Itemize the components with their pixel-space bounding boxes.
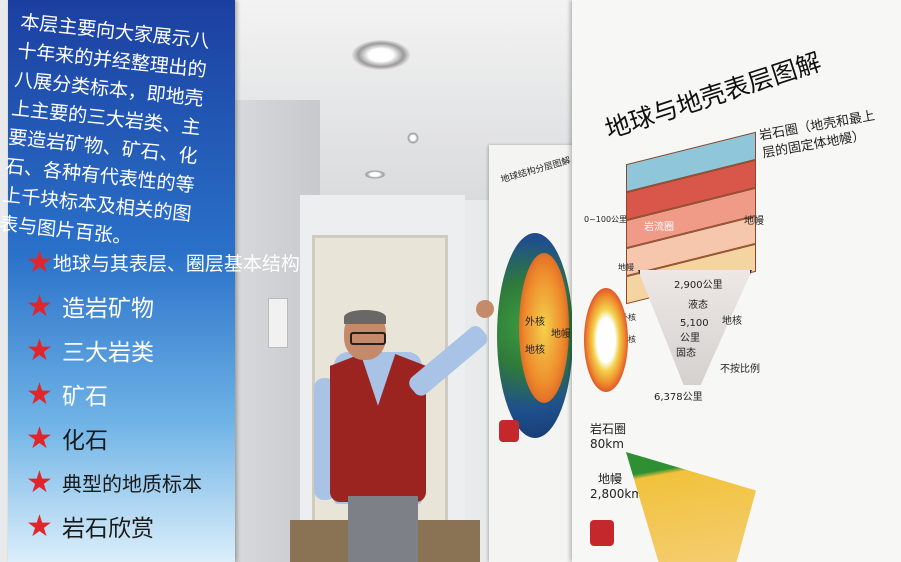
pants	[348, 496, 418, 562]
ceiling-lamp-icon	[352, 40, 410, 70]
list-item-label: 典型的地质标本	[62, 471, 202, 496]
label-outer-core: 外核	[525, 317, 545, 328]
list-item: ★ 化石	[26, 416, 236, 460]
earth-core-cutaway	[519, 253, 569, 403]
earth-globe-icon	[497, 233, 573, 438]
list-item: ★ 矿石	[26, 372, 236, 416]
label-depth-2900: 2,900公里	[674, 280, 723, 291]
list-item-label: 化石	[62, 428, 108, 454]
label-radius: 6,378公里	[654, 392, 703, 403]
list-item: ★ 造岩矿物	[26, 284, 236, 328]
light-switch	[268, 298, 288, 348]
label-crust-depth: 0~100公里	[584, 215, 628, 224]
poster-item-list: ★ 地球与其表层、圈层基本结构 ★ 造岩矿物 ★ 三大岩类 ★ 矿石 ★ 化石 ★ 典型的地…	[26, 240, 300, 548]
list-item-label: 矿石	[62, 384, 108, 410]
pointing-hand	[476, 300, 494, 318]
star-icon: ★	[26, 244, 53, 280]
list-item: ★ 地球与其表层、圈层基本结构	[26, 240, 300, 284]
star-icon: ★	[26, 464, 53, 500]
glasses-icon	[350, 332, 386, 345]
man-pointing	[300, 300, 494, 562]
label-not-to-scale: 不按比例	[720, 364, 760, 375]
label-mantle-km: 2,800km	[590, 487, 643, 501]
list-item-label: 三大岩类	[62, 340, 154, 366]
label-mantle-side: 地幔	[744, 216, 764, 227]
list-item-label: 地球与其表层、圈层基本结构	[52, 252, 300, 275]
poster-left: 本层主要向大家展示八十年来的并经整理出的八展分类标本，即地壳上主要的三大岩类、主…	[0, 0, 300, 562]
poster-middle: 地球结构分层图解 地核 外核 地幔	[489, 145, 574, 562]
list-item-label: 造岩矿物	[62, 296, 154, 322]
hair	[344, 310, 386, 324]
poster-middle-title: 地球结构分层图解	[499, 156, 572, 186]
label-core: 地核	[525, 345, 545, 356]
list-item: ★ 岩石欣赏	[26, 504, 236, 548]
list-item: ★ 三大岩类	[26, 328, 236, 372]
logo-stamp-icon	[499, 420, 519, 442]
label-inner-core: 内核	[620, 335, 636, 344]
star-icon: ★	[26, 332, 53, 368]
list-item-label: 岩石欣赏	[62, 516, 154, 542]
list-item: ★ 典型的地质标本	[26, 460, 236, 504]
ceiling-lamp-small-icon	[364, 170, 386, 179]
star-icon: ★	[26, 420, 53, 456]
label-liquid: 液态	[688, 300, 708, 311]
star-icon: ★	[26, 288, 53, 324]
label-lithosphere-km: 80km	[590, 437, 624, 451]
star-icon: ★	[26, 508, 53, 544]
lithosphere-description: 岩石圈（地壳和最上 层的固定体地幔）	[758, 108, 879, 164]
label-crust: 岩流圈	[644, 222, 674, 233]
poster-intro-text: 本层主要向大家展示八十年来的并经整理出的八展分类标本，即地壳上主要的三大岩类、主…	[0, 10, 211, 249]
sprinkler-icon	[407, 132, 419, 144]
label-mantle-small: 地幔	[618, 263, 634, 272]
earth-rings-cutaway	[584, 288, 628, 392]
poster-right: 地球与地壳表层图解 岩石圈（地壳和最上 层的固定体地幔） 岩流圈 0~100公里…	[572, 0, 901, 562]
earth-section-diagram	[626, 452, 756, 562]
logo-stamp-icon	[590, 520, 614, 546]
label-mantle-2: 地幔	[598, 472, 623, 486]
label-depth-5100: 5,100公里	[680, 318, 709, 344]
label-solid: 固态	[676, 348, 696, 359]
label-outer-core: 外核	[620, 313, 636, 322]
label-mantle: 地幔	[551, 329, 571, 340]
star-icon: ★	[26, 376, 53, 412]
label-core: 地核	[722, 316, 742, 327]
label-lithosphere: 岩石圈	[590, 422, 627, 436]
